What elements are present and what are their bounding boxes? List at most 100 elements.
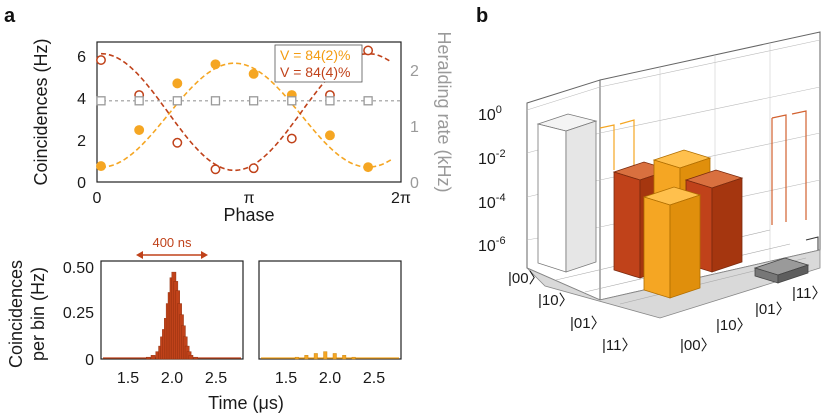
ytick-4: 4 (77, 91, 86, 108)
hist-arrowhead-left (136, 251, 143, 259)
z-ticks: 100 10-2 10-4 10-6 (478, 104, 506, 255)
col-label-10: |10〉 (716, 317, 752, 334)
hist-ytick-0: 0 (85, 352, 94, 369)
hist-arrowhead-right (201, 251, 208, 259)
row-label-11: |11〉 (602, 337, 636, 354)
hist-left-xtick-15: 1.5 (117, 370, 139, 387)
phase-ylabel: Coincidences (Hz) (31, 38, 51, 185)
phase-legend: V = 84(2)% V = 84(4)% (274, 44, 363, 83)
hist-xlabel: Time (μs) (208, 393, 284, 413)
phase-y2label: Heralding rate (kHz) (434, 31, 454, 192)
heralding-point (363, 96, 373, 106)
bar-11-11 (753, 257, 810, 284)
heralding-point (325, 96, 335, 106)
histogram-right-frame (258, 260, 402, 360)
xtick-pi: π (243, 190, 254, 207)
ytick-2: 2 (77, 133, 86, 150)
grid-left-0 (526, 86, 601, 111)
bars-3d (536, 113, 810, 299)
heralding-point (287, 96, 297, 106)
hist-left-xtick-20: 2.0 (161, 370, 183, 387)
orange-point (363, 162, 374, 173)
hist-bar-right (351, 356, 356, 360)
hist-bar-right (294, 356, 299, 360)
hist-bar-left (150, 355, 156, 360)
y2tick-1: 1 (410, 119, 419, 136)
density-matrix-3d: 100 10-2 10-4 10-6 |00〉 |10〉 |01〉 |11〉 |… (478, 31, 826, 354)
orange-point (210, 59, 221, 70)
hist-ylabel-line1: Coincidences (6, 260, 26, 368)
hist-bar-left (193, 356, 198, 360)
orange-point (134, 125, 145, 135)
phase-xlabel: Phase (223, 205, 274, 225)
hist-bar-right (304, 355, 309, 360)
hist-left-xtick-25: 2.5 (205, 370, 227, 387)
orange-point (248, 68, 259, 79)
red-point (286, 133, 297, 144)
hist-annotation: 400 ns (152, 235, 192, 250)
hist-right-xtick-25: 2.5 (363, 370, 385, 387)
hist-bar-right (313, 353, 318, 360)
heralding-point (172, 96, 182, 106)
heralding-point (210, 96, 221, 106)
legend-box (274, 44, 363, 83)
phase-plot: 0 2 4 6 0 1 2 0 π 2π Phase Coincidences … (31, 31, 454, 225)
heralding-point (248, 96, 259, 106)
ztick-4-exp: -4 (496, 192, 506, 204)
hist-bar-right (323, 351, 328, 360)
bar-00-00 (536, 113, 598, 273)
ztick-2: 10-2 (478, 148, 506, 168)
projection-red-right (771, 110, 807, 225)
projection-orange-left (599, 119, 635, 170)
red-point (248, 163, 259, 174)
red-point (210, 164, 221, 175)
hist-right-xtick-15: 1.5 (275, 370, 297, 387)
fit-curve-0 (100, 62, 392, 168)
y2tick-2: 2 (410, 63, 419, 80)
xtick-0: 0 (93, 190, 102, 207)
ytick-6: 6 (77, 49, 86, 66)
ztick-2-exp: -2 (496, 148, 506, 160)
legend-entry-orange: V = 84(2)% (280, 47, 350, 63)
histograms: 0 0.25 0.50 1.5 2.0 2.5 1.5 2.0 2.5 Time… (6, 235, 402, 413)
ztick-6-exp: -6 (496, 235, 506, 247)
y2tick-0: 0 (410, 175, 419, 192)
red-point (96, 55, 106, 65)
projection-gray-right (805, 236, 819, 250)
row-label-00: |00〉 (508, 270, 544, 287)
red-point (363, 45, 374, 56)
panel-letter-b: b (476, 5, 488, 27)
phase-plot-frame (96, 41, 402, 183)
col-label-11: |11〉 (792, 285, 826, 302)
ztick-6: 10-6 (478, 235, 506, 255)
grid-right-0 (599, 39, 821, 88)
hist-bar-left (188, 355, 194, 360)
ztick-0: 100 (478, 104, 502, 124)
legend-entry-red: V = 84(4)% (280, 64, 350, 80)
hist-bar-right (332, 353, 337, 360)
grid-right-2 (599, 86, 821, 134)
hist-ytick-025: 0.25 (63, 305, 94, 322)
ztick-4: 10-4 (478, 192, 506, 212)
row-label-10: |10〉 (538, 292, 574, 309)
orange-point (172, 78, 183, 89)
heralding-point (96, 96, 106, 106)
orange-point (96, 161, 106, 172)
orange-point (324, 130, 335, 141)
hist-ytick-050: 0.50 (63, 260, 94, 277)
col-label-01: |01〉 (755, 301, 791, 318)
red-point (172, 137, 183, 148)
hist-right-xtick-20: 2.0 (319, 370, 341, 387)
panel-letter-a: a (4, 5, 16, 27)
ztick-0-exp: 0 (496, 104, 502, 116)
ytick-0: 0 (77, 175, 86, 192)
heralding-point (134, 96, 144, 106)
hist-bar-left (146, 356, 151, 360)
xtick-2pi: 2π (391, 190, 411, 207)
histogram-marks (103, 271, 399, 360)
row-label-01: |01〉 (570, 315, 606, 332)
col-label-00: |00〉 (680, 337, 716, 354)
hist-ylabel-line2: per bin (Hz) (28, 267, 48, 361)
hist-bar-right (342, 355, 347, 360)
